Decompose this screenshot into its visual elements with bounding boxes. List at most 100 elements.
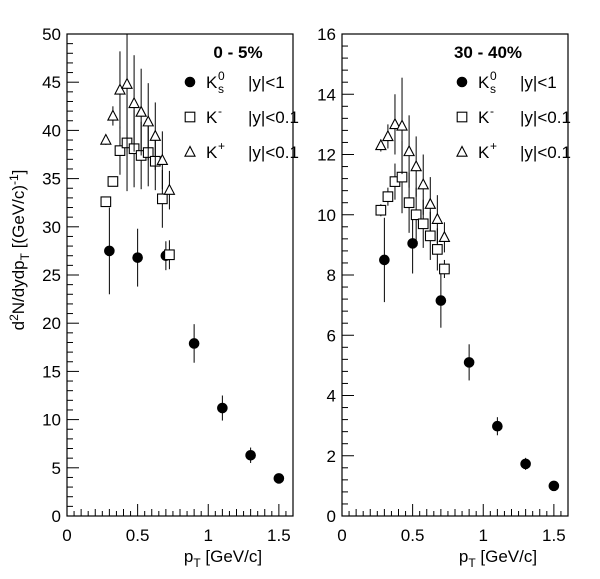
data-point (132, 252, 143, 263)
data-point (424, 197, 437, 209)
data-point (463, 357, 475, 368)
y-axis-title: d2N/dydpT [(GeV/c)-1] (7, 170, 32, 331)
legend-label: K+ |y|<0.1 (206, 139, 299, 162)
data-point (128, 96, 141, 109)
y-tick-label: 0 (327, 507, 336, 526)
x-tick-label: 0 (62, 526, 71, 545)
y-tick-label: 20 (42, 314, 61, 333)
legend-entry: K0 s |y|<1 (184, 69, 285, 96)
y-tick-label: 5 (52, 459, 61, 478)
data-point (106, 109, 119, 121)
y-tick-label: 12 (317, 146, 336, 165)
legend-entry: K+ |y|<0.1 (184, 139, 299, 162)
data-point (492, 420, 503, 432)
data-point (100, 196, 112, 208)
data-point (396, 119, 408, 131)
data-point (156, 193, 168, 205)
x-tick-label: 1.5 (267, 526, 291, 545)
legend-label: K0 s |y|<1 (478, 69, 557, 96)
y-tick-label: 25 (42, 266, 61, 285)
data-point (424, 230, 436, 242)
data-point (438, 230, 451, 243)
legend-marker (184, 145, 196, 157)
data-point (403, 144, 416, 157)
y-tick-label: 35 (42, 170, 61, 189)
data-point (273, 473, 285, 484)
data-point (403, 197, 415, 209)
data-point (410, 209, 422, 221)
legend-marker (456, 76, 468, 88)
data-point (407, 238, 418, 249)
data-point (431, 212, 444, 224)
data-point (104, 245, 115, 257)
data-point (163, 183, 176, 195)
data-point (417, 177, 430, 190)
series-1 (379, 213, 560, 492)
data-point (410, 159, 423, 172)
plot-frame (66, 33, 294, 517)
data-point (188, 338, 200, 349)
data-point (156, 153, 169, 165)
data-point (389, 117, 401, 130)
x-tick-label: 0.5 (401, 526, 425, 545)
panel-1: 0 0.5 1 1.5 0 5 10 15 20 25 30 35 40 45 50 pT [GeV/c] d2… (7, 25, 299, 570)
data-point (435, 295, 447, 306)
data-point (217, 402, 228, 414)
legend-marker (456, 111, 468, 123)
y-tick-label: 10 (42, 411, 61, 430)
x-tick-label: 0.5 (126, 526, 150, 545)
data-point (379, 254, 390, 266)
y-tick-label: 10 (317, 206, 336, 225)
y-tick-label: 6 (327, 326, 336, 345)
data-point (164, 249, 175, 261)
data-point (245, 449, 256, 461)
y-tick-label: 50 (42, 25, 61, 44)
x-axis-title: pT [GeV/c] (184, 547, 262, 570)
legend-label: K- |y|<0.1 (478, 104, 571, 127)
y-tick-label: 8 (327, 266, 336, 285)
series-3 (99, 34, 176, 210)
legend-entry: K- |y|<0.1 (184, 104, 299, 127)
data-point (135, 105, 148, 117)
data-point (114, 83, 126, 95)
data-point (548, 480, 560, 492)
y-tick-label: 15 (42, 362, 61, 381)
data-point (142, 115, 155, 127)
series-3 (374, 77, 451, 253)
data-point (99, 133, 112, 145)
plot-frame (341, 33, 569, 517)
y-tick-label: 14 (317, 85, 336, 104)
x-axis-title: pT [GeV/c] (459, 547, 537, 570)
data-point (381, 129, 394, 142)
x-tick-label: 1.5 (542, 526, 566, 545)
panel-2: 0 0.5 1 1.5 0 2 4 6 8 10 12 14 16 pT [GeV/c] 30 - 40% K… (317, 25, 571, 570)
legend-marker (184, 111, 196, 123)
y-tick-label: 4 (327, 387, 336, 406)
legend-entry: K+ |y|<0.1 (456, 139, 571, 162)
data-point (121, 77, 133, 89)
y-tick-label: 0 (52, 507, 61, 526)
x-tick-label: 0 (337, 526, 346, 545)
y-tick-label: 45 (42, 73, 61, 92)
legend-entry: K0 s |y|<1 (456, 69, 557, 96)
data-point (382, 191, 394, 203)
data-point (114, 145, 126, 156)
series-1 (104, 207, 285, 484)
legend-label: K0 s |y|<1 (206, 69, 285, 96)
panel-label: 0 - 5% (213, 43, 262, 62)
legend-entry: K- |y|<0.1 (456, 104, 571, 127)
y-tick-label: 16 (317, 25, 336, 44)
data-point (431, 244, 443, 255)
data-point (417, 218, 429, 230)
x-tick-label: 1 (479, 526, 488, 545)
data-point (520, 458, 531, 470)
y-tick-label: 2 (327, 447, 336, 466)
panel-label: 30 - 40% (454, 43, 522, 62)
data-point (149, 129, 162, 141)
series-2 (375, 140, 450, 279)
legend-marker (456, 145, 468, 157)
y-tick-label: 30 (42, 218, 61, 237)
y-tick-label: 40 (42, 121, 61, 140)
data-point (107, 176, 119, 187)
